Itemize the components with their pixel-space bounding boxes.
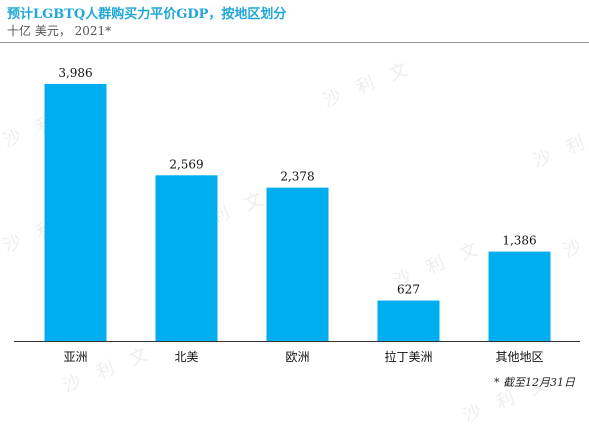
bar-1 bbox=[44, 83, 107, 341]
bar-5 bbox=[488, 251, 551, 341]
x-tick-label: 其他地区 bbox=[495, 350, 543, 364]
x-tick-label: 拉丁美洲 bbox=[384, 349, 432, 364]
footnote: * 截至12月31日 bbox=[494, 376, 575, 389]
data-label: 2,569 bbox=[169, 157, 203, 171]
x-tick-label: 北美 bbox=[174, 350, 198, 364]
header-divider bbox=[0, 42, 589, 43]
chart-subtitle: 十亿 美元， 2021* bbox=[7, 24, 112, 38]
data-label: 627 bbox=[397, 283, 420, 297]
bar-2 bbox=[155, 175, 218, 341]
bar-4 bbox=[377, 300, 440, 341]
data-label: 3,986 bbox=[58, 66, 92, 80]
x-tick-label: 欧洲 bbox=[285, 350, 309, 364]
data-label: 1,386 bbox=[502, 234, 536, 248]
bar-3 bbox=[266, 187, 329, 341]
data-label: 2,378 bbox=[280, 170, 314, 184]
x-tick-label: 亚洲 bbox=[63, 350, 87, 364]
chart-title: 预计LGBTQ人群购买力平价GDP，按地区划分 bbox=[7, 7, 287, 22]
bar-chart: 3,986 亚洲 2,569 北美 2,378 欧洲 627 拉丁美洲 1,386 其他地区 bbox=[14, 66, 580, 364]
